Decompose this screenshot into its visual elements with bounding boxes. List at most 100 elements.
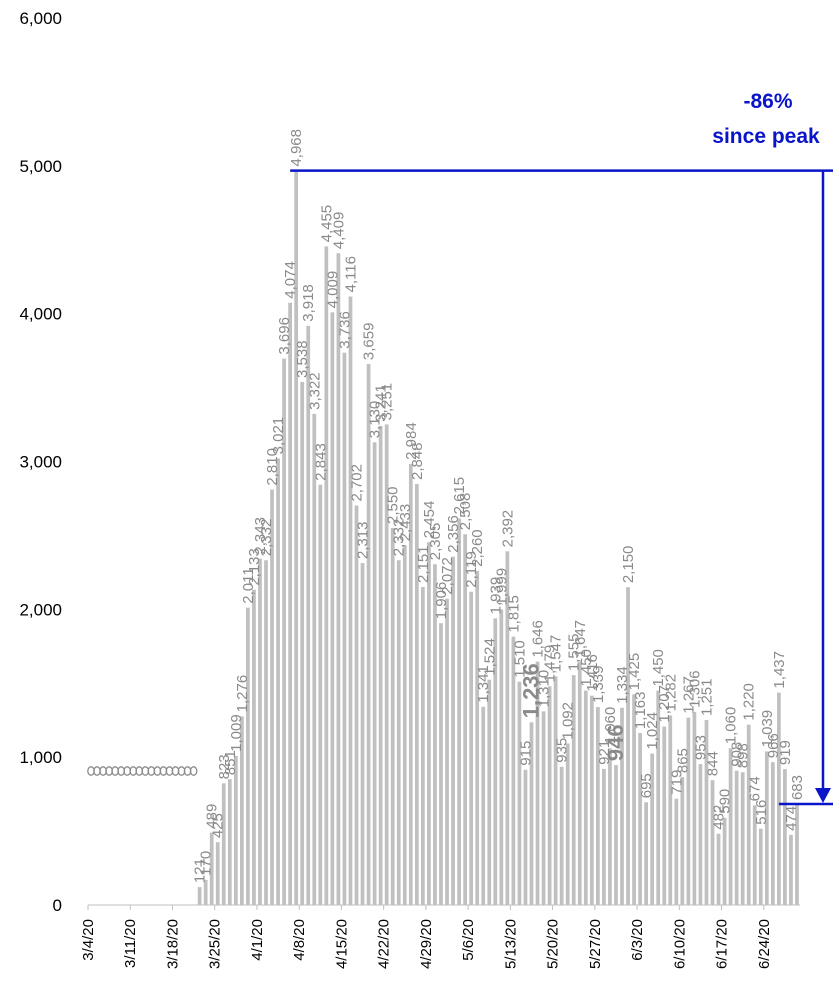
- data-label: 1,220: [741, 683, 758, 721]
- bar: [499, 609, 504, 905]
- x-tick-label: 6/3/20: [629, 919, 646, 961]
- data-label: 3,918: [300, 284, 317, 322]
- data-label: 1,450: [578, 649, 595, 687]
- bar: [595, 707, 600, 905]
- bar: [252, 589, 256, 905]
- data-label: 2,848: [409, 442, 426, 480]
- bar: [330, 312, 335, 905]
- bar: [529, 722, 534, 905]
- x-tick-label: 3/18/20: [164, 919, 181, 969]
- data-label: 719: [668, 770, 685, 795]
- data-label: 121: [192, 858, 209, 883]
- data-label: 1,555: [566, 634, 583, 672]
- data-label: 1,009: [228, 714, 245, 752]
- bar: [511, 636, 516, 905]
- data-label: 1,039: [759, 710, 776, 748]
- data-label: 2,011: [240, 567, 257, 603]
- bar: [698, 764, 703, 905]
- data-label: 3,736: [336, 311, 353, 349]
- bar: [215, 842, 220, 905]
- bar: [783, 769, 787, 905]
- bar: [246, 607, 250, 905]
- bar: [318, 484, 323, 905]
- bar: [445, 598, 449, 905]
- y-tick-label: 6,000: [19, 9, 62, 28]
- data-label: 425: [210, 813, 227, 838]
- data-label: 2,332: [258, 519, 275, 557]
- data-label: 2,508: [457, 493, 474, 531]
- bar: [384, 424, 389, 905]
- bar: [270, 489, 274, 905]
- data-label: 1,524: [481, 638, 498, 676]
- data-label: 2,343: [252, 517, 269, 555]
- data-label: 2,615: [451, 477, 468, 515]
- data-label: 1,267: [680, 676, 697, 714]
- data-label: 3,322: [306, 372, 323, 410]
- bar: [372, 442, 377, 905]
- data-label: 1,276: [234, 675, 251, 713]
- data-label: 1,450: [650, 649, 667, 687]
- data-label: 2,305: [427, 523, 444, 561]
- peak-annotation: -86% since peak: [290, 90, 833, 806]
- bar: [608, 748, 612, 905]
- bar: [227, 779, 232, 905]
- data-label: 2,151: [415, 545, 432, 583]
- data-label: 482: [711, 805, 728, 830]
- data-label: 1,024: [644, 712, 661, 750]
- data-label: 1,425: [626, 653, 643, 691]
- y-tick-label: 0: [53, 896, 62, 915]
- data-label: 2,150: [620, 546, 637, 584]
- zero-value-marker: [189, 766, 198, 776]
- data-label: 1,510: [511, 640, 528, 678]
- data-label: 1,060: [723, 707, 740, 745]
- bar: [795, 804, 799, 905]
- data-label: 2,984: [403, 422, 420, 460]
- data-label: 898: [735, 743, 752, 768]
- bar: [457, 518, 461, 905]
- bar: [583, 690, 588, 905]
- data-label: 1,060: [602, 707, 619, 745]
- data-label: 2,332: [391, 519, 408, 557]
- data-label: 1,437: [771, 651, 788, 689]
- bar: [276, 458, 280, 905]
- data-label: 844: [705, 751, 722, 776]
- data-label: 1,647: [572, 620, 589, 658]
- data-label: 1,236: [518, 663, 543, 718]
- data-label: 1,251: [698, 679, 715, 717]
- data-label: 1,334: [614, 666, 631, 704]
- x-tick-label: 4/1/20: [249, 919, 266, 961]
- x-axis: 3/4/20 3/11/20 3/18/20 3/25/20 4/1/20 4/8/20 4…: [80, 904, 800, 969]
- data-label: 4,009: [324, 271, 341, 309]
- x-tick-label: 5/6/20: [460, 919, 477, 961]
- bar: [282, 358, 286, 905]
- data-label: 935: [554, 738, 571, 763]
- data-label: 4,116: [342, 256, 359, 292]
- data-label: 823: [216, 754, 233, 779]
- data-label: 2,454: [421, 501, 438, 539]
- bar: [777, 692, 781, 905]
- bar: [650, 753, 655, 905]
- data-label: 683: [789, 775, 806, 800]
- data-label: 1,999: [493, 568, 510, 606]
- bar: [451, 556, 455, 905]
- x-tick-label: 6/10/20: [671, 919, 688, 969]
- bar: [258, 558, 262, 905]
- data-label: 3,241: [373, 384, 390, 422]
- bar: [300, 381, 305, 905]
- data-label: 1,163: [632, 692, 649, 730]
- data-label: 2,356: [445, 515, 462, 553]
- bar: [378, 425, 383, 905]
- data-label: 4,074: [282, 261, 299, 299]
- bar: [354, 505, 359, 905]
- data-label: 1,646: [530, 620, 547, 658]
- bar: [342, 352, 347, 905]
- data-label: 695: [638, 773, 655, 798]
- data-label: 865: [674, 748, 691, 773]
- bars: [197, 170, 799, 906]
- bar: [463, 534, 467, 905]
- data-label: 2,810: [264, 448, 281, 486]
- data-label: 2,433: [397, 504, 414, 542]
- bar: [396, 560, 401, 905]
- data-label: 2,133: [246, 548, 263, 586]
